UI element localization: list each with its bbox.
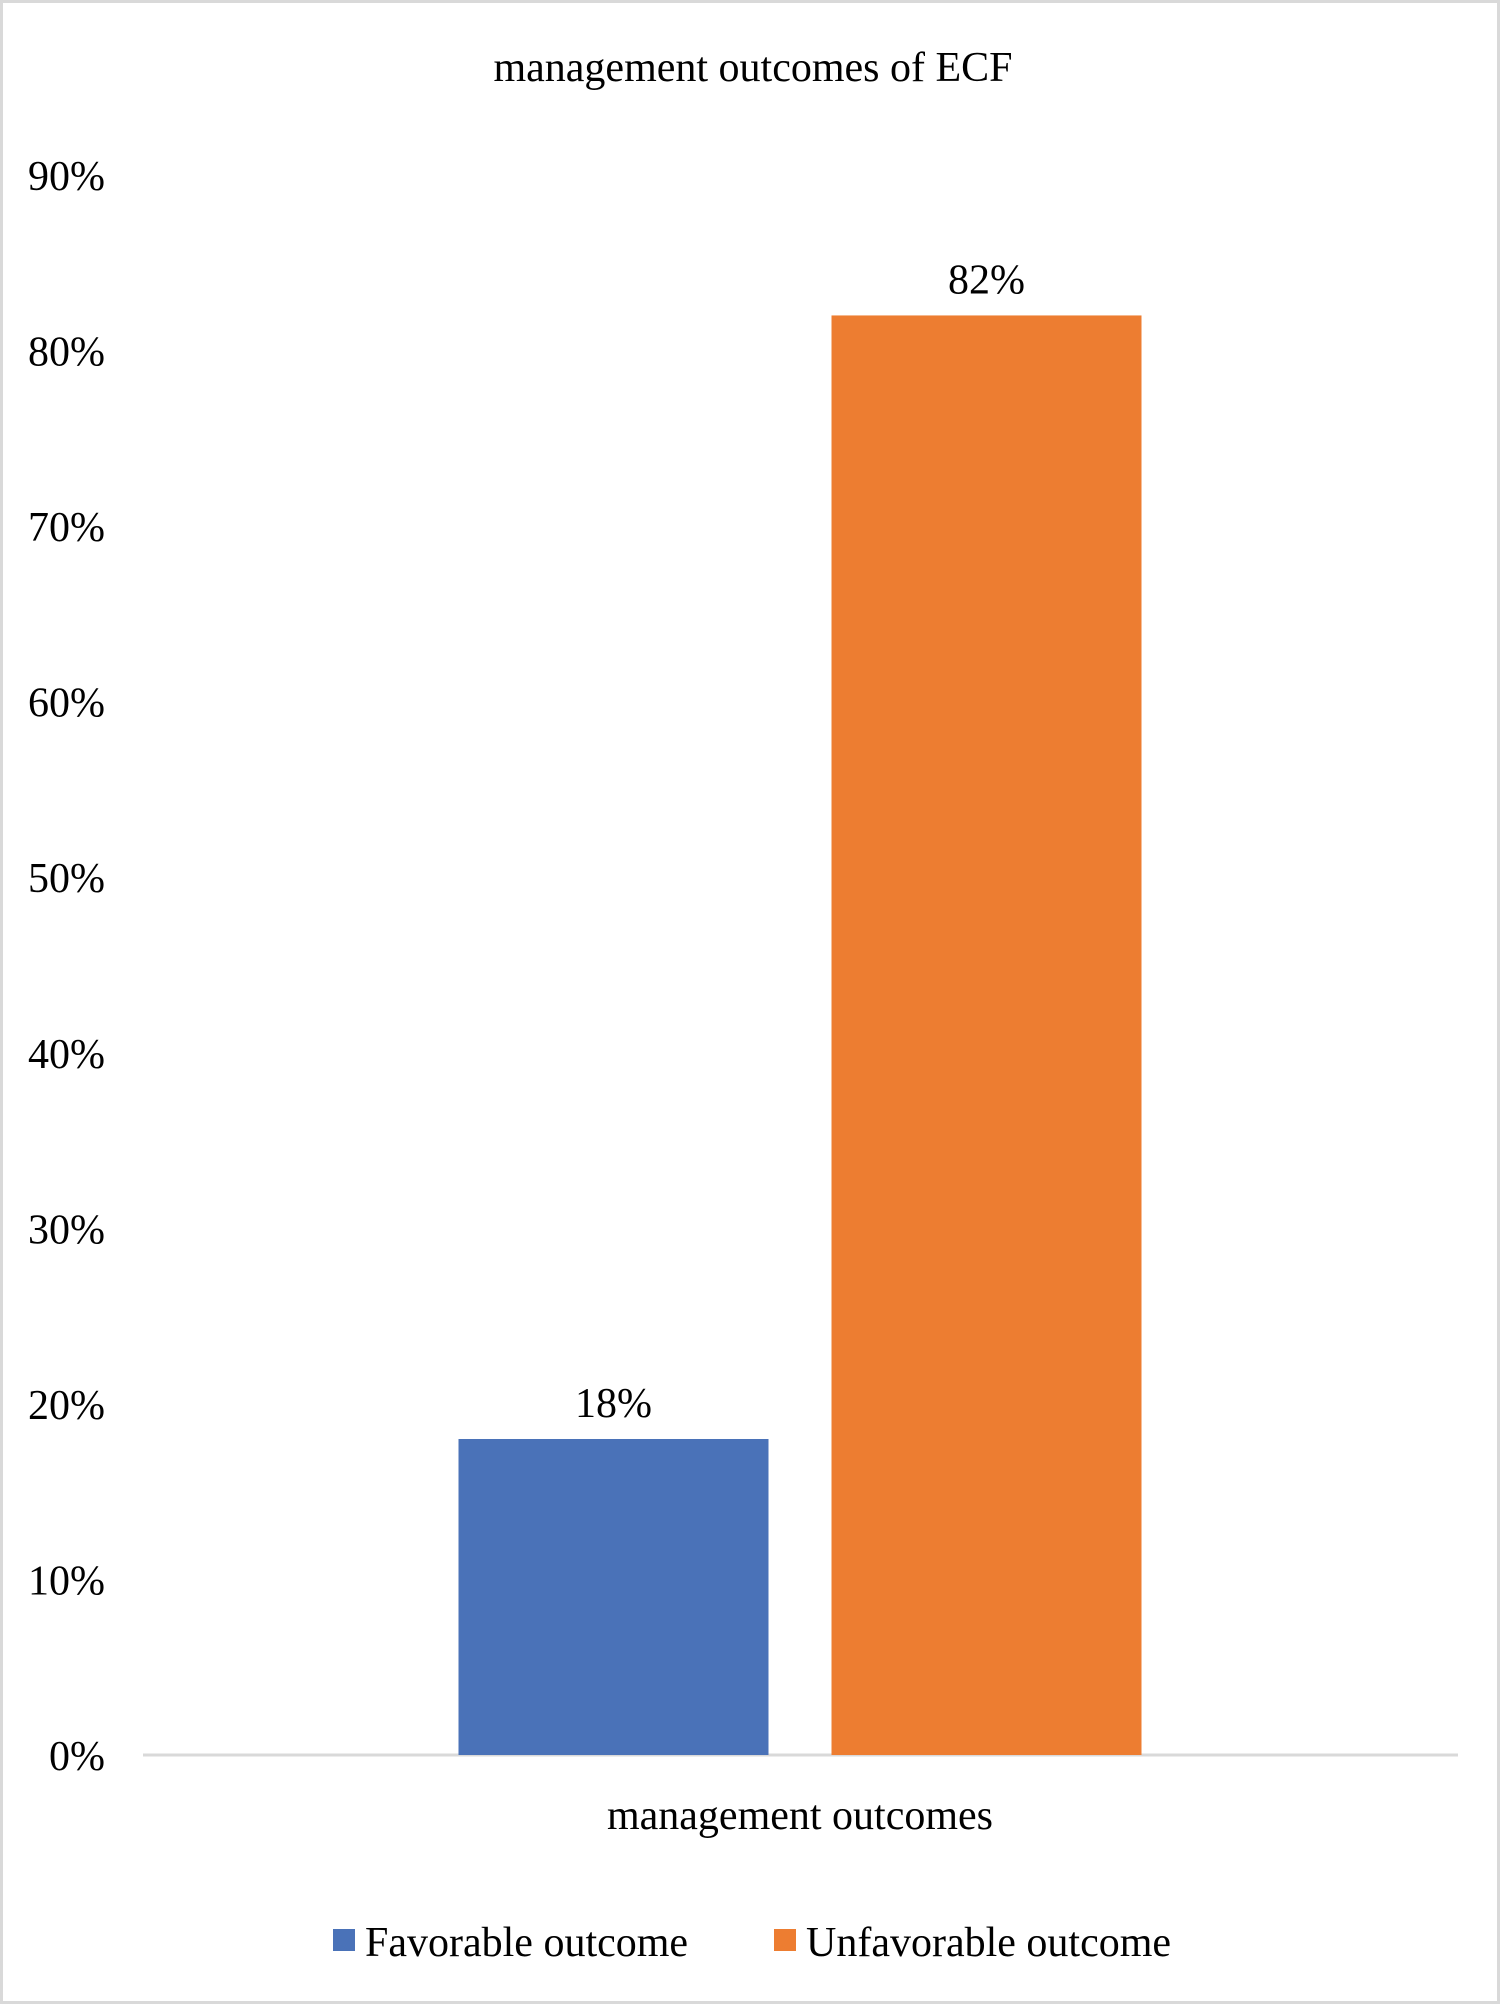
y-tick-label: 90% <box>28 154 105 200</box>
y-tick-label: 30% <box>28 1207 105 1253</box>
data-label: 82% <box>948 257 1025 303</box>
y-tick-label: 0% <box>49 1734 105 1780</box>
legend-label: Favorable outcome <box>365 1920 688 1966</box>
bar-chart: management outcomes of ECF 0% 10% 20% 30% 40… <box>28 45 1458 1966</box>
legend-item: Unfavorable outcome <box>774 1920 1171 1966</box>
legend-label: Unfavorable outcome <box>806 1920 1171 1966</box>
legend: Favorable outcome Unfavorable outcome <box>333 1920 1171 1966</box>
y-tick-label: 80% <box>28 330 105 376</box>
legend-swatch <box>333 1929 355 1951</box>
y-tick-label: 50% <box>28 856 105 902</box>
x-category-label: management outcomes <box>607 1793 993 1839</box>
legend-item: Favorable outcome <box>333 1920 688 1966</box>
data-labels-group: 18% 82% <box>575 257 1025 1427</box>
bars-group <box>458 315 1142 1755</box>
bar-favorable-outcome <box>458 1439 769 1755</box>
bar-unfavorable-outcome <box>831 315 1142 1755</box>
y-tick-label: 40% <box>28 1032 105 1078</box>
chart-title: management outcomes of ECF <box>493 45 1012 91</box>
legend-swatch <box>774 1929 796 1951</box>
y-tick-label: 10% <box>28 1558 105 1604</box>
y-tick-label: 60% <box>28 681 105 727</box>
x-axis-ticks: management outcomes <box>607 1793 993 1839</box>
y-tick-label: 20% <box>28 1383 105 1429</box>
data-label: 18% <box>575 1381 652 1427</box>
y-tick-label: 70% <box>28 505 105 551</box>
y-axis: 0% 10% 20% 30% 40% 50% 60% 70% 80% 90% <box>28 154 105 1780</box>
